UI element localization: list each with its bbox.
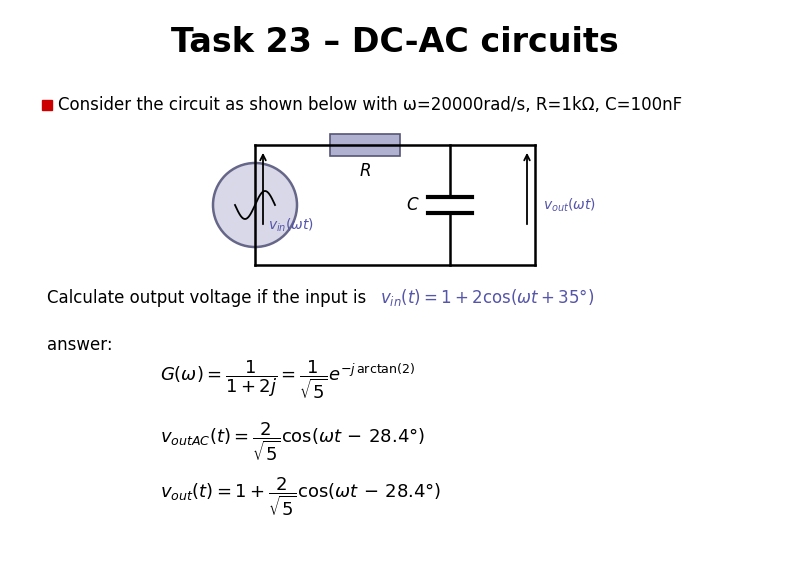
Text: $R$: $R$ [359, 163, 371, 180]
Text: Calculate output voltage if the input is: Calculate output voltage if the input is [47, 289, 367, 307]
Text: $v_{in}(\omega t)$: $v_{in}(\omega t)$ [268, 217, 314, 235]
Text: $v_{out}(t)=1+\dfrac{2}{\sqrt{5}}\cos(\mathit{\omega} t\,-\,28.4°)$: $v_{out}(t)=1+\dfrac{2}{\sqrt{5}}\cos(\m… [160, 475, 441, 518]
Text: $v_{outAC}(t)=\dfrac{2}{\sqrt{5}}\cos(\mathit{\omega} t\,-\,28.4°)$: $v_{outAC}(t)=\dfrac{2}{\sqrt{5}}\cos(\m… [160, 420, 425, 463]
Text: $C$: $C$ [406, 197, 420, 214]
Text: $v_{in}(t)=1+2\cos(\mathit{\omega} t+35°)$: $v_{in}(t)=1+2\cos(\mathit{\omega} t+35°… [380, 288, 594, 308]
Text: $v_{out}(\omega t)$: $v_{out}(\omega t)$ [543, 196, 596, 214]
Text: $G(\omega)=\dfrac{1}{1+2j}=\dfrac{1}{\sqrt{5}}e^{-j\,\arctan(2)}$: $G(\omega)=\dfrac{1}{1+2j}=\dfrac{1}{\sq… [160, 358, 416, 401]
Text: Task 23 – DC-AC circuits: Task 23 – DC-AC circuits [171, 26, 619, 59]
Text: Consider the circuit as shown below with ω=20000rad/s, R=1kΩ, C=100nF: Consider the circuit as shown below with… [58, 96, 682, 114]
Circle shape [213, 163, 297, 247]
FancyBboxPatch shape [330, 134, 400, 156]
Text: answer:: answer: [47, 336, 113, 354]
